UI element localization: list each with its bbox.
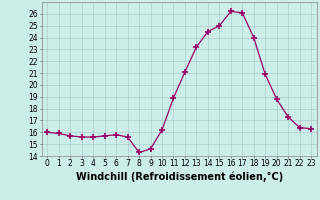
X-axis label: Windchill (Refroidissement éolien,°C): Windchill (Refroidissement éolien,°C) <box>76 171 283 182</box>
